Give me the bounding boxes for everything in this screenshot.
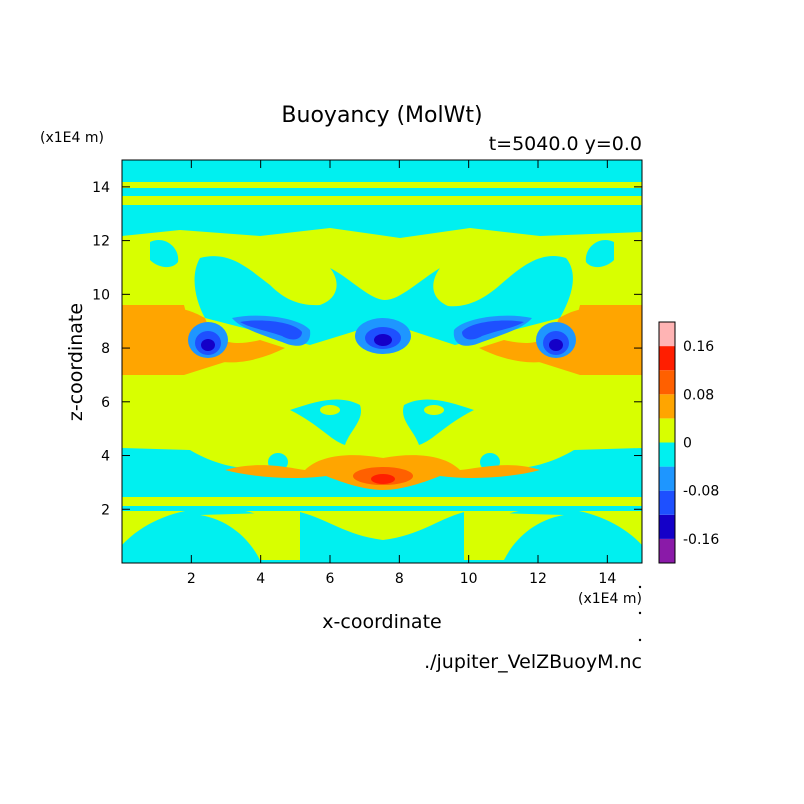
y-tick-label: 4 [101,449,110,465]
y-tick-label: 6 [101,395,110,411]
colorbar-tick-label: 0.08 [683,387,714,403]
x-tick-label: 14 [598,571,616,587]
x-tick-label: 12 [529,571,547,587]
y-tick-label: 2 [101,502,110,518]
marker-dot [638,611,642,615]
y-tick-label: 12 [92,234,110,250]
colorbar-tick-label: 0 [683,436,692,452]
y-tick-label: 8 [101,341,110,357]
colorbar: 0.16 0.08 0 -0.08 -0.16 [658,321,719,564]
marker-dot [638,585,642,589]
colorbar-swatch [659,370,675,395]
y-unit-label: (x1E4 m) [40,130,104,146]
colorbar-swatch [659,346,675,371]
colorbar-swatch [659,466,675,491]
colorbar-tick-label: -0.16 [683,532,719,548]
colorbar-swatch [659,418,675,443]
x-tick-label: 8 [395,571,404,587]
colorbar-swatch [659,442,675,467]
colorbar-swatch [659,538,675,563]
marker-dot [638,638,642,642]
y-tick-label: 14 [92,180,110,196]
plot-frame [121,159,643,564]
colorbar-tick-label: 0.16 [683,339,714,355]
colorbar-swatch [659,490,675,515]
x-axis-label: x-coordinate [322,611,441,633]
chart-title: Buoyancy (MolWt) [281,103,482,128]
colorbar-swatch [659,514,675,539]
colorbar-swatch [659,322,675,347]
colorbar-tick-label: -0.08 [683,484,719,500]
y-axis-ticks: 2 4 6 8 10 12 14 [92,180,642,518]
colorbar-swatch [659,394,675,419]
contour-field [122,160,642,563]
y-tick-label: 10 [92,287,110,303]
y-axis-label: z-coordinate [65,303,87,421]
x-tick-label: 10 [460,571,478,587]
x-tick-label: 2 [187,571,196,587]
source-file-label: ./jupiter_VelZBuoyM.nc [424,651,642,673]
colorbar-frame [658,321,676,564]
x-axis-ticks: 2 4 6 8 10 12 14 [187,160,616,587]
x-tick-label: 6 [326,571,335,587]
x-unit-label: (x1E4 m) [578,591,642,607]
chart-subtitle: t=5040.0 y=0.0 [489,133,642,155]
x-tick-label: 4 [256,571,265,587]
